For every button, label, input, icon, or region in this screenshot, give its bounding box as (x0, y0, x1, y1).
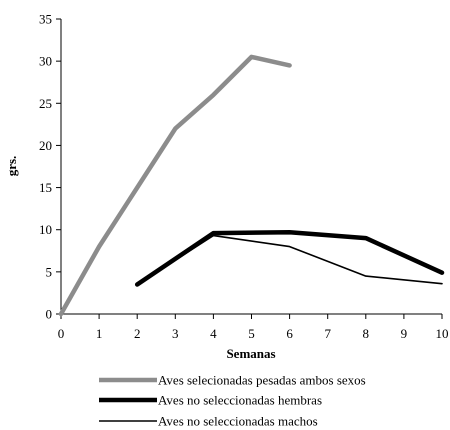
y-tick-label: 10 (39, 222, 52, 237)
y-tick-label: 35 (39, 12, 52, 27)
x-tick-label: 5 (248, 326, 255, 341)
x-tick-label: 4 (210, 326, 217, 341)
legend: Aves selecionadas pesadas ambos sexos Ave… (99, 373, 366, 429)
y-axis-ticks: 0 5 10 15 20 25 30 35 (39, 12, 61, 322)
x-tick-label: 8 (363, 326, 370, 341)
x-tick-label: 7 (324, 326, 331, 341)
x-tick-label: 1 (96, 326, 103, 341)
legend-label-3: Aves no seleccionadas machos (158, 414, 318, 429)
x-axis-title: Semanas (226, 346, 275, 361)
x-tick-label: 0 (58, 326, 65, 341)
x-tick-label: 9 (401, 326, 408, 341)
x-tick-label: 6 (286, 326, 293, 341)
x-tick-label: 10 (436, 326, 449, 341)
y-tick-label: 25 (39, 96, 52, 111)
legend-label-1: Aves selecionadas pesadas ambos sexos (158, 373, 366, 388)
x-tick-label: 2 (134, 326, 141, 341)
y-axis-title: grs. (4, 156, 19, 177)
y-tick-label: 5 (46, 264, 53, 279)
series-line-2 (134, 229, 445, 287)
y-tick-label: 15 (39, 180, 52, 195)
legend-label-2: Aves no seleccionadas hembras (158, 393, 322, 408)
series-lines (58, 54, 445, 317)
x-axis-ticks: 0 1 2 3 4 5 6 7 8 9 10 (58, 314, 449, 341)
series-line-1 (58, 54, 292, 317)
y-tick-label: 0 (46, 307, 53, 322)
series-line-3 (136, 234, 443, 286)
y-tick-label: 20 (39, 138, 52, 153)
x-tick-label: 3 (172, 326, 179, 341)
y-tick-label: 30 (39, 54, 52, 69)
